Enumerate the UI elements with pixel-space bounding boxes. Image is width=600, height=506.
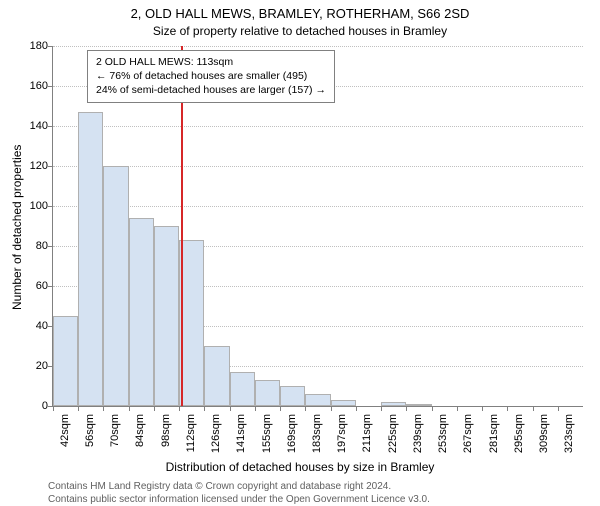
- gridline: [53, 166, 583, 167]
- y-tick-label: 20: [18, 360, 48, 372]
- x-tick-mark: [533, 406, 534, 411]
- x-tick-label: 281sqm: [488, 414, 500, 453]
- histogram-bar: [230, 372, 255, 406]
- histogram-bar: [154, 226, 179, 406]
- y-tick-label: 100: [18, 200, 48, 212]
- annotation-box: 2 OLD HALL MEWS: 113sqm ← 76% of detache…: [87, 50, 335, 103]
- footer: Contains HM Land Registry data © Crown c…: [48, 480, 430, 506]
- x-tick-mark: [406, 406, 407, 411]
- histogram-bar: [305, 394, 330, 406]
- footer-line-1: Contains HM Land Registry data © Crown c…: [48, 480, 430, 493]
- x-tick-mark: [280, 406, 281, 411]
- y-tick-label: 140: [18, 120, 48, 132]
- x-tick-mark: [53, 406, 54, 411]
- y-tick-label: 60: [18, 280, 48, 292]
- x-tick-mark: [179, 406, 180, 411]
- histogram-bar: [179, 240, 204, 406]
- gridline: [53, 46, 583, 47]
- y-tick-mark: [48, 126, 53, 127]
- x-tick-label: 267sqm: [462, 414, 474, 453]
- x-tick-mark: [78, 406, 79, 411]
- x-tick-mark: [255, 406, 256, 411]
- x-tick-label: 253sqm: [437, 414, 449, 453]
- x-tick-mark: [507, 406, 508, 411]
- x-tick-label: 42sqm: [59, 414, 71, 447]
- x-axis-label: Distribution of detached houses by size …: [0, 460, 600, 474]
- y-tick-mark: [48, 46, 53, 47]
- x-tick-label: 141sqm: [235, 414, 247, 453]
- histogram-bar: [406, 404, 431, 406]
- y-tick-label: 160: [18, 80, 48, 92]
- x-tick-mark: [457, 406, 458, 411]
- histogram-bar: [255, 380, 280, 406]
- x-tick-label: 323sqm: [563, 414, 575, 453]
- histogram-bar: [381, 402, 406, 406]
- y-tick-mark: [48, 206, 53, 207]
- x-tick-label: 98sqm: [160, 414, 172, 447]
- x-tick-mark: [204, 406, 205, 411]
- x-tick-label: 197sqm: [336, 414, 348, 453]
- annotation-line-2: ← 76% of detached houses are smaller (49…: [96, 69, 326, 83]
- gridline: [53, 206, 583, 207]
- annotation-line-3: 24% of semi-detached houses are larger (…: [96, 83, 326, 97]
- histogram-bar: [204, 346, 229, 406]
- x-tick-label: 295sqm: [513, 414, 525, 453]
- y-tick-mark: [48, 286, 53, 287]
- chart-container: 2, OLD HALL MEWS, BRAMLEY, ROTHERHAM, S6…: [0, 0, 600, 500]
- x-tick-mark: [432, 406, 433, 411]
- x-tick-label: 225sqm: [387, 414, 399, 453]
- x-tick-label: 112sqm: [185, 414, 197, 452]
- chart-subtitle: Size of property relative to detached ho…: [0, 24, 600, 38]
- x-tick-label: 70sqm: [109, 414, 121, 447]
- x-tick-mark: [381, 406, 382, 411]
- y-tick-mark: [48, 86, 53, 87]
- y-tick-label: 180: [18, 40, 48, 52]
- x-tick-label: 211sqm: [361, 414, 373, 452]
- histogram-bar: [280, 386, 305, 406]
- histogram-bar: [53, 316, 78, 406]
- x-tick-label: 84sqm: [134, 414, 146, 447]
- histogram-bar: [331, 400, 356, 406]
- x-tick-mark: [129, 406, 130, 411]
- x-tick-mark: [103, 406, 104, 411]
- histogram-bar: [103, 166, 128, 406]
- x-tick-label: 183sqm: [311, 414, 323, 453]
- x-tick-mark: [230, 406, 231, 411]
- y-tick-mark: [48, 246, 53, 247]
- y-tick-label: 120: [18, 160, 48, 172]
- x-tick-label: 239sqm: [412, 414, 424, 453]
- x-tick-label: 126sqm: [210, 414, 222, 453]
- x-tick-mark: [558, 406, 559, 411]
- histogram-bar: [129, 218, 154, 406]
- y-tick-mark: [48, 166, 53, 167]
- y-tick-label: 80: [18, 240, 48, 252]
- x-tick-mark: [305, 406, 306, 411]
- x-tick-label: 56sqm: [84, 414, 96, 447]
- chart-title: 2, OLD HALL MEWS, BRAMLEY, ROTHERHAM, S6…: [0, 6, 600, 21]
- x-tick-mark: [356, 406, 357, 411]
- x-tick-label: 155sqm: [261, 414, 273, 453]
- x-tick-mark: [154, 406, 155, 411]
- annotation-line-1: 2 OLD HALL MEWS: 113sqm: [96, 55, 326, 69]
- x-tick-label: 169sqm: [286, 414, 298, 453]
- y-tick-label: 40: [18, 320, 48, 332]
- x-tick-mark: [331, 406, 332, 411]
- gridline: [53, 126, 583, 127]
- histogram-bar: [78, 112, 103, 406]
- y-tick-label: 0: [18, 400, 48, 412]
- x-tick-label: 309sqm: [538, 414, 550, 453]
- x-tick-mark: [482, 406, 483, 411]
